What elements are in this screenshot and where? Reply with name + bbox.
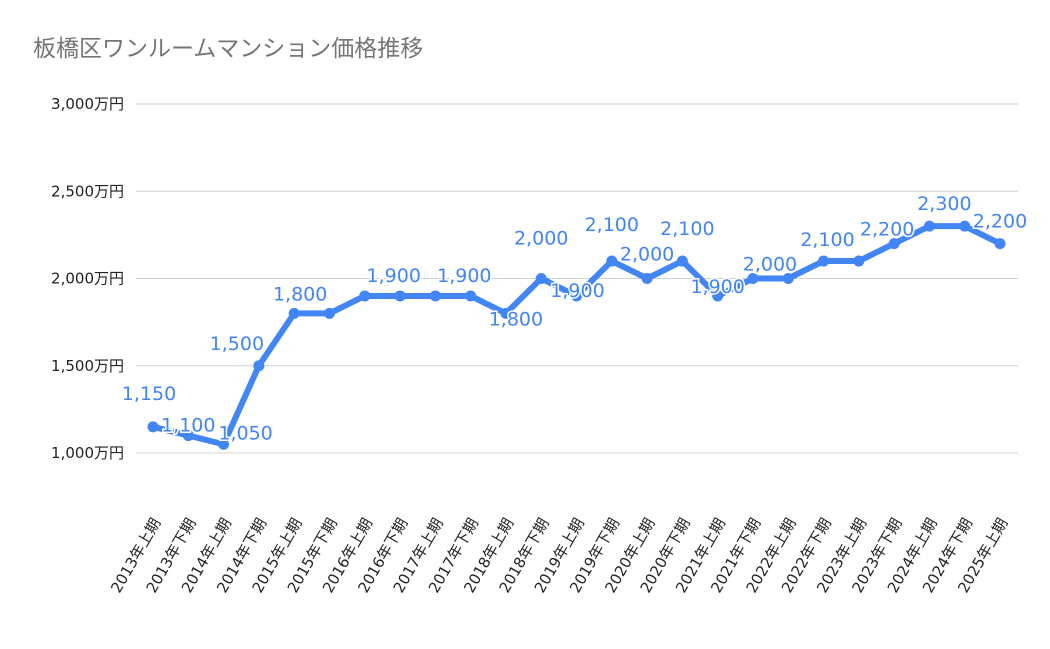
data-point xyxy=(923,220,935,232)
data-point xyxy=(747,273,759,284)
data-label: 1,050 xyxy=(218,422,272,444)
data-point xyxy=(500,307,512,319)
data-point xyxy=(253,360,265,372)
data-label: 1,900 xyxy=(437,265,491,287)
data-point xyxy=(288,307,300,319)
data-point xyxy=(641,273,653,284)
data-point xyxy=(323,307,335,319)
series-line xyxy=(152,223,1002,448)
data-point xyxy=(394,290,406,302)
data-point xyxy=(218,438,230,450)
y-tick-label: 1,500万円 xyxy=(51,357,124,375)
data-label: 1,500 xyxy=(210,333,264,355)
data-point xyxy=(359,290,371,302)
data-label: 2,000 xyxy=(620,244,674,266)
data-label: 2,200 xyxy=(860,219,914,241)
data-label: 1,800 xyxy=(273,283,327,305)
data-label: 2,000 xyxy=(743,254,797,276)
data-label: 2,200 xyxy=(973,211,1027,233)
data-label: 2,300 xyxy=(917,193,971,215)
data-point xyxy=(182,430,194,442)
data-point xyxy=(429,290,441,302)
data-point xyxy=(888,238,900,250)
data-label: 2,100 xyxy=(800,229,854,251)
data-label: 1,100 xyxy=(161,415,215,437)
data-point xyxy=(853,255,865,267)
data-point xyxy=(606,255,618,267)
data-label: 1,800 xyxy=(489,308,543,330)
data-label: 1,900 xyxy=(690,276,744,298)
data-point xyxy=(465,290,477,302)
data-label: 2,100 xyxy=(585,214,639,236)
data-point xyxy=(782,273,794,284)
data-label: 1,900 xyxy=(367,265,421,287)
data-label: 2,000 xyxy=(514,228,568,250)
data-point xyxy=(818,255,830,267)
y-tick-label: 2,000万円 xyxy=(51,270,124,288)
y-tick-label: 2,500万円 xyxy=(51,182,124,200)
data-label: 1,150 xyxy=(122,383,176,405)
y-tick-label: 3,000万円 xyxy=(51,95,124,113)
data-point xyxy=(147,421,159,433)
data-point xyxy=(571,290,582,302)
chart-title: 板橋区ワンルームマンション価格推移 xyxy=(33,36,423,62)
data-point xyxy=(959,220,971,232)
data-label: 1,900 xyxy=(550,280,604,302)
data-point xyxy=(712,290,724,302)
data-point xyxy=(676,255,688,267)
data-label: 2,100 xyxy=(660,218,714,240)
y-tick-label: 1,000万円 xyxy=(51,444,124,462)
data-point xyxy=(535,273,547,284)
data-point xyxy=(994,238,1006,250)
